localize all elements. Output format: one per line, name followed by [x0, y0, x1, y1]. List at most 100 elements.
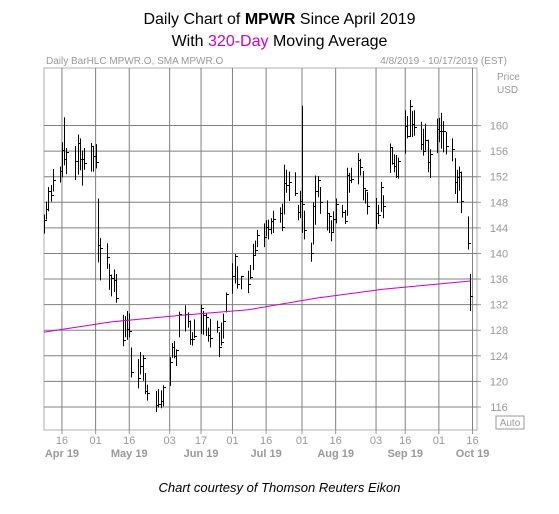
y-tick-label: 156 [490, 146, 508, 158]
price-bar [93, 146, 96, 172]
price-bar [363, 170, 366, 201]
x-tick-label: 01 [433, 435, 445, 447]
y-tick-label: 136 [490, 274, 508, 286]
price-bar [257, 229, 260, 248]
price-bar [116, 273, 119, 303]
price-bar [255, 240, 258, 255]
price-bar [111, 274, 114, 297]
price-bar [443, 121, 446, 153]
price-bar [107, 243, 110, 269]
price-bar [315, 175, 318, 225]
price-bar [158, 389, 161, 408]
price-bar [446, 131, 449, 155]
month-label: Oct 19 [456, 448, 490, 460]
price-bar [423, 128, 426, 156]
x-tick-label: 03 [370, 435, 382, 447]
price-bar [44, 214, 47, 234]
price-bar [140, 351, 143, 375]
price-bar [253, 243, 256, 271]
currency-unit-label: USD [497, 85, 518, 96]
price-bar [203, 311, 206, 335]
x-tick-label: 16 [399, 435, 411, 447]
price-bar [425, 123, 428, 151]
y-tick-label: 144 [490, 223, 508, 235]
month-label: Apr 19 [45, 448, 79, 460]
x-tick-label: 16 [123, 435, 135, 447]
y-tick-label: 128 [490, 325, 508, 337]
price-bar [84, 147, 87, 170]
price-bar [217, 320, 220, 333]
price-bar [75, 146, 78, 180]
price-bar [248, 270, 251, 294]
price-bar [221, 322, 224, 346]
y-tick-label: 160 [490, 121, 508, 133]
price-bar [289, 171, 292, 202]
price-bar [131, 347, 134, 378]
price-bar [96, 144, 99, 169]
price-bar [345, 209, 348, 225]
title-ticker: MPWR [244, 11, 296, 28]
x-tick-label: 01 [296, 435, 308, 447]
price-bar [378, 204, 381, 225]
y-tick-label: 140 [490, 248, 508, 260]
subtitle-suffix: Moving Average [268, 33, 388, 50]
chart-subtitle: With 320-Day Moving Average [0, 32, 559, 52]
price-chart: Daily BarHLC MPWR.O, SMA MPWR.O 4/8/2019… [43, 56, 525, 460]
month-label: May 19 [111, 448, 148, 460]
subtitle-prefix: With [171, 33, 209, 50]
price-bar [138, 359, 141, 389]
price-bar [333, 211, 336, 232]
x-tick-label: 16 [260, 435, 272, 447]
price-bar [410, 99, 413, 138]
price-bar [286, 169, 289, 193]
price-bar [407, 115, 410, 139]
price-bar [163, 385, 166, 407]
y-tick-label: 124 [490, 351, 508, 363]
price-bar [264, 223, 267, 248]
price-bar [194, 319, 197, 338]
price-bar [210, 318, 213, 348]
price-bar [223, 313, 226, 339]
x-tick-label: 03 [164, 435, 176, 447]
price-unit-label: Price [497, 72, 520, 83]
price-bar [143, 355, 146, 381]
y-tick-label: 116 [490, 402, 508, 414]
grid [44, 68, 477, 430]
title-prefix: Daily Chart of [143, 11, 245, 28]
price-bar [452, 138, 455, 162]
price-bar [381, 181, 384, 212]
price-bar [232, 263, 235, 294]
month-label: Aug 19 [317, 448, 354, 460]
price-bar [342, 204, 345, 218]
price-bar [360, 158, 363, 176]
x-tick-label: 16 [466, 435, 478, 447]
price-bar [461, 171, 464, 214]
price-bar [304, 210, 307, 240]
price-bar [336, 198, 339, 224]
x-tick-label: 16 [56, 435, 68, 447]
price-bar [201, 304, 204, 335]
price-bar [48, 186, 51, 212]
price-bar [414, 110, 417, 136]
price-bar [206, 313, 209, 336]
price-bar [318, 176, 321, 198]
price-bar [365, 189, 368, 204]
price-bar [250, 264, 253, 280]
price-bar [302, 105, 305, 234]
price-bar [123, 314, 126, 347]
price-bar [176, 349, 179, 367]
auto-button[interactable] [495, 415, 525, 430]
month-label: Jul 19 [251, 448, 282, 460]
price-bar [241, 275, 244, 290]
price-bar [468, 216, 471, 250]
price-bar [51, 185, 54, 202]
x-tick-label: 01 [89, 435, 101, 447]
price-bar [430, 149, 433, 179]
price-bar [235, 254, 238, 284]
subtitle-highlight: 320-Day [208, 33, 269, 50]
chart-header-left: Daily BarHLC MPWR.O, SMA MPWR.O [46, 56, 223, 67]
price-bar [367, 192, 370, 215]
price-bar [383, 195, 386, 219]
price-bar [282, 203, 285, 232]
